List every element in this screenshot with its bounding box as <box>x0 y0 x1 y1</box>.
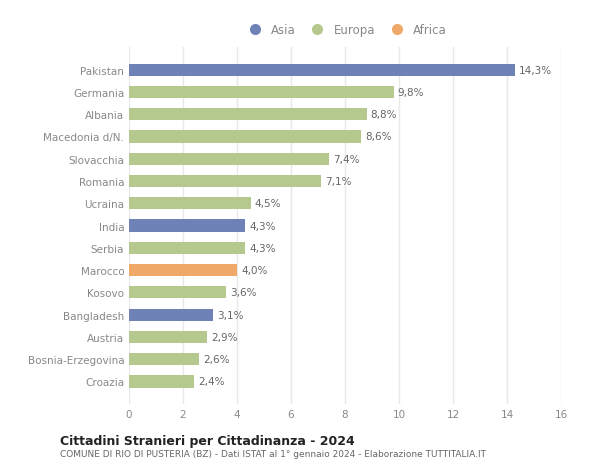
Bar <box>129 198 251 210</box>
Text: 7,4%: 7,4% <box>333 154 359 164</box>
Text: 4,3%: 4,3% <box>249 221 275 231</box>
Text: 3,1%: 3,1% <box>217 310 243 320</box>
Bar <box>129 220 245 232</box>
Bar <box>129 175 320 188</box>
Bar <box>129 87 394 99</box>
Text: 4,5%: 4,5% <box>254 199 281 209</box>
Text: 14,3%: 14,3% <box>519 66 552 75</box>
Text: 2,9%: 2,9% <box>211 332 238 342</box>
Bar <box>129 375 194 388</box>
Bar <box>129 109 367 121</box>
Bar <box>129 353 199 365</box>
Text: 3,6%: 3,6% <box>230 288 257 298</box>
Bar <box>129 309 212 321</box>
Text: 9,8%: 9,8% <box>398 88 424 98</box>
Text: 8,8%: 8,8% <box>371 110 397 120</box>
Text: COMUNE DI RIO DI PUSTERIA (BZ) - Dati ISTAT al 1° gennaio 2024 - Elaborazione TU: COMUNE DI RIO DI PUSTERIA (BZ) - Dati IS… <box>60 449 486 458</box>
Text: 4,3%: 4,3% <box>249 243 275 253</box>
Text: 7,1%: 7,1% <box>325 177 351 187</box>
Text: 2,6%: 2,6% <box>203 354 230 364</box>
Text: 2,4%: 2,4% <box>198 377 224 386</box>
Text: 4,0%: 4,0% <box>241 265 268 275</box>
Text: Cittadini Stranieri per Cittadinanza - 2024: Cittadini Stranieri per Cittadinanza - 2… <box>60 434 355 447</box>
Bar <box>129 153 329 166</box>
Bar <box>129 242 245 254</box>
Bar <box>129 64 515 77</box>
Legend: Asia, Europa, Africa: Asia, Europa, Africa <box>237 18 453 43</box>
Bar <box>129 264 237 277</box>
Bar <box>129 286 226 299</box>
Bar <box>129 331 208 343</box>
Bar <box>129 131 361 143</box>
Text: 8,6%: 8,6% <box>365 132 392 142</box>
